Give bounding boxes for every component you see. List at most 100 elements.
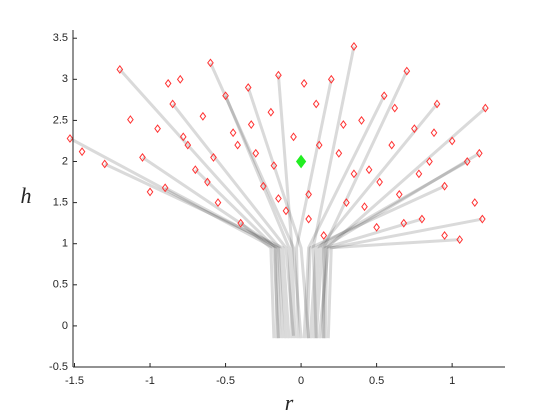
trajectory [209, 62, 303, 339]
trajectory [322, 70, 409, 339]
point [361, 202, 368, 212]
trajectory [308, 160, 468, 339]
point [101, 159, 109, 169]
point [259, 181, 267, 191]
point [350, 169, 358, 179]
point [66, 134, 74, 143]
plot-area [66, 42, 489, 339]
trajectory [326, 217, 483, 339]
point [139, 152, 146, 162]
point [116, 65, 124, 74]
y-tick-label: 1 [62, 238, 68, 250]
trajectory [276, 75, 297, 339]
trajectory [311, 46, 356, 339]
point [247, 120, 255, 129]
point [403, 66, 411, 76]
point [127, 115, 134, 125]
point [441, 231, 448, 240]
point [400, 218, 408, 228]
x-tick-label: 0.5 [369, 375, 384, 387]
point [475, 148, 483, 158]
point [463, 157, 471, 166]
trajectory [141, 156, 282, 339]
trajectory [302, 95, 386, 339]
point [300, 78, 308, 88]
trajectory [164, 186, 285, 339]
point [471, 198, 479, 208]
highlight-point [295, 154, 307, 169]
point [222, 91, 229, 101]
point [176, 74, 184, 84]
y-tick-label: 3.5 [53, 32, 68, 44]
point [290, 132, 297, 142]
y-tick-label: 0 [62, 320, 68, 332]
trajectory [171, 103, 296, 336]
point [210, 152, 217, 162]
trajectory [224, 95, 294, 339]
point [418, 214, 426, 224]
trajectory [323, 106, 487, 339]
point [207, 58, 214, 68]
point [275, 70, 282, 80]
point [234, 140, 241, 150]
trajectory [104, 162, 291, 339]
y-tick-label: 0.5 [53, 279, 68, 291]
trajectory [314, 152, 481, 339]
point [456, 235, 464, 245]
point [479, 214, 486, 224]
point [252, 148, 260, 158]
point [312, 99, 320, 109]
trajectory [118, 68, 288, 339]
point [415, 169, 423, 179]
trajectory [311, 103, 439, 339]
point [229, 128, 237, 138]
point [482, 103, 489, 113]
point [244, 83, 252, 92]
trajectory [317, 238, 460, 339]
point [270, 161, 278, 171]
point [237, 218, 244, 228]
point [426, 157, 433, 166]
point [164, 78, 172, 88]
point [78, 147, 86, 157]
y-tick-label: 2 [62, 155, 68, 167]
point [376, 177, 383, 187]
trajectory [239, 221, 276, 339]
x-tick-label: -1 [145, 375, 155, 387]
x-axis-label: r [285, 390, 294, 415]
point [340, 120, 347, 129]
y-axis-label: h [21, 183, 32, 208]
point [214, 198, 222, 208]
point [204, 177, 211, 187]
point [430, 128, 438, 138]
point [154, 124, 161, 134]
x-tick-label: -0.5 [216, 375, 235, 387]
trajectory [305, 184, 446, 339]
x-tick-label: 1 [449, 375, 455, 387]
point [199, 111, 207, 121]
point [441, 181, 448, 191]
point [282, 206, 290, 216]
y-tick-label: 2.5 [53, 114, 68, 126]
point [365, 165, 373, 175]
point [305, 189, 312, 199]
point [184, 140, 192, 150]
point [411, 124, 418, 134]
point [320, 231, 328, 240]
point [391, 103, 399, 113]
x-tick-label: -1.5 [65, 375, 84, 387]
point [192, 165, 199, 175]
point [169, 99, 177, 109]
point [305, 214, 312, 224]
trajectory [194, 168, 279, 339]
trajectory [246, 87, 311, 339]
point [275, 194, 282, 203]
x-tick-label: 0 [298, 375, 304, 387]
point [373, 222, 380, 232]
point [327, 74, 335, 84]
trajectory [69, 137, 280, 339]
point [335, 148, 343, 158]
point [388, 140, 396, 150]
